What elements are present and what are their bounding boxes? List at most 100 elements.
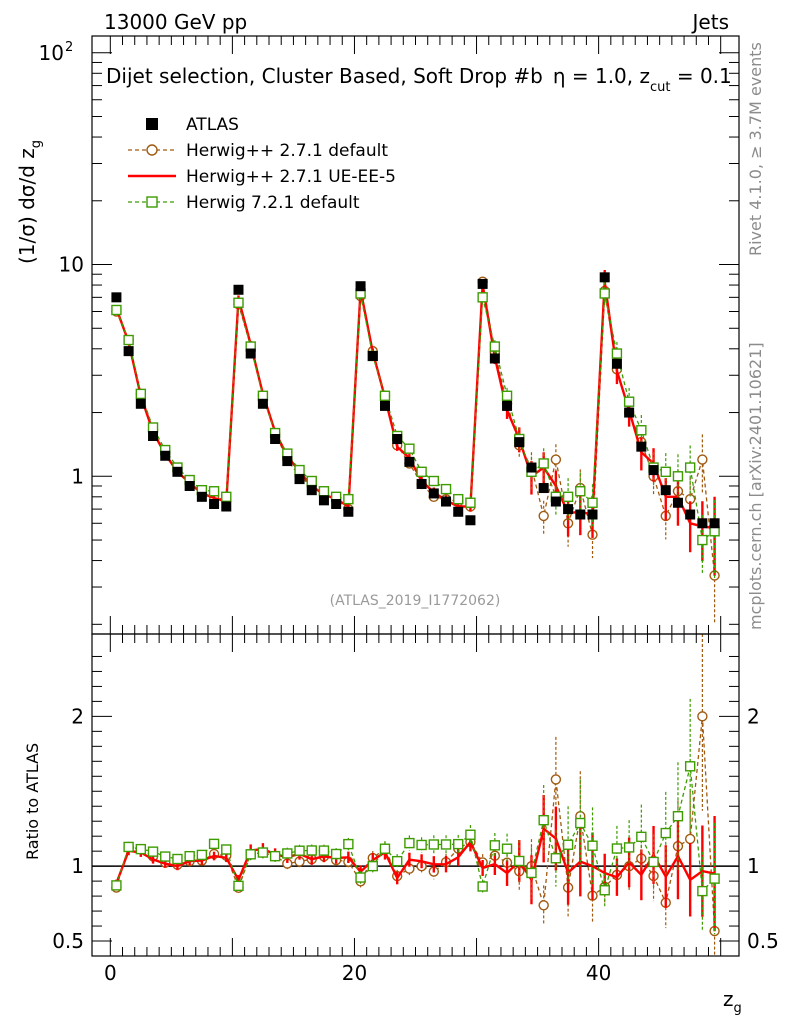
series-point-square (477, 292, 488, 303)
series-point-square (318, 486, 330, 497)
ratio-point-square (599, 885, 610, 896)
atlas-data-point (270, 434, 281, 445)
ratio-point-square (147, 846, 159, 857)
atlas-data-point (563, 504, 574, 515)
ratio-point-square (196, 849, 208, 861)
ratio-tick-label-right: 1 (747, 854, 760, 878)
atlas-data-point (477, 278, 488, 289)
ratio-point-square (172, 853, 183, 865)
series-point-square (294, 464, 305, 476)
ratio-frame (91, 633, 740, 957)
atlas-data-point (685, 509, 696, 520)
series-point-square (697, 534, 708, 546)
y-tick-label-exp: 10 (39, 41, 64, 65)
atlas-data-point (575, 509, 586, 520)
atlas-data-point (428, 488, 439, 499)
series-point-square (562, 491, 574, 503)
series-point-square (611, 348, 623, 359)
ratio-point-square (636, 831, 647, 843)
atlas-data-point (111, 292, 122, 303)
series-point-square (672, 471, 684, 482)
series-point-circle (550, 454, 562, 465)
plot-title-eta: η = 1.0, z (553, 64, 650, 88)
ratio-panel: 0 20 40 0.5 0.5 1 1 2 2 (52, 634, 779, 985)
series-point-square (147, 422, 159, 433)
atlas-data-point (392, 434, 403, 445)
atlas-data-point (636, 441, 647, 452)
legend-label: ATLAS (186, 115, 239, 135)
atlas-data-point (416, 478, 427, 489)
ratio-point-square (318, 845, 330, 856)
series-point-square (623, 396, 635, 407)
atlas-data-point (624, 407, 635, 418)
atlas-data-point (318, 495, 329, 506)
atlas-data-point (221, 501, 232, 512)
series-point-square (489, 341, 501, 352)
ratio-point-square (245, 849, 256, 860)
plot-title-end: = 0.1 (670, 64, 731, 88)
atlas-data-point (123, 346, 134, 357)
series-point-square (306, 475, 317, 487)
atlas-data-point (209, 498, 220, 509)
series-point-square (404, 443, 415, 454)
ratio-point-square (184, 850, 195, 862)
ratio-point-square (306, 845, 317, 856)
series-point-square (636, 425, 647, 436)
atlas-data-point (611, 358, 622, 369)
energy-label: 13000 GeV pp (104, 10, 247, 34)
ratio-point-square (221, 844, 232, 855)
atlas-data-point (550, 496, 561, 507)
ratio-point-square (123, 841, 134, 853)
ratio-point-square (526, 867, 537, 879)
atlas-data-point (306, 485, 317, 496)
ratio-point-square (465, 829, 476, 840)
y-tick-label-exp-power: 2 (65, 40, 73, 55)
series-point-square (660, 466, 671, 478)
ratio-point-square (391, 855, 403, 867)
series-point-square (465, 497, 476, 508)
atlas-data-point (599, 272, 610, 283)
legend-label: Herwig 7.2.1 default (186, 193, 360, 213)
ratio-tick-label-left: 2 (71, 704, 84, 728)
atlas-data-point (257, 398, 268, 409)
atlas-data-point (282, 456, 293, 467)
series-point-circle (697, 454, 708, 465)
series-point-square (343, 493, 354, 505)
legend-marker-atlas (146, 118, 158, 130)
y-tick-label: 10 (59, 253, 84, 277)
atlas-data-point (502, 400, 513, 411)
atlas-data-point (172, 466, 183, 477)
atlas-data-point (672, 497, 683, 508)
atlas-data-point (245, 348, 256, 359)
rivet-version-label: Rivet 4.1.0, ≥ 3.7M events (746, 42, 765, 256)
atlas-data-point (196, 491, 207, 502)
series-point-square (440, 483, 452, 495)
ratio-point-circle (684, 833, 696, 845)
ratio-point-square (233, 880, 244, 892)
x-tick-label: 0 (104, 961, 117, 985)
legend: ATLAS Herwig++ 2.7.1 default Herwig++ 2.7.… (128, 115, 396, 213)
ratio-point-square (257, 847, 269, 858)
plot-title: Dijet selection, Cluster Based, Soft Dro… (106, 64, 732, 95)
series-point-square (123, 334, 134, 346)
legend-label: Herwig++ 2.7.1 default (186, 141, 388, 161)
ratio-point-square (294, 845, 305, 856)
atlas-data-point (453, 506, 464, 517)
ratio-point-square (489, 840, 501, 851)
series-point-square (111, 304, 122, 316)
ratio-point-square (501, 843, 513, 854)
y-axis-label: (1/σ) dσ/d zg (15, 140, 44, 264)
series-point-square (428, 475, 440, 487)
x-tick-label: 20 (342, 961, 367, 985)
atlas-data-point (514, 437, 525, 448)
series-point-square (233, 297, 244, 308)
x-axis-label-main: z (723, 987, 734, 1011)
legend-label: Herwig++ 2.7.1 UE-EE-5 (186, 167, 396, 187)
ratio-point-square (660, 827, 671, 839)
ratio-point-square (477, 881, 488, 892)
ratio-point-square (343, 838, 354, 850)
ratio-axis-label: Ratio to ATLAS (23, 743, 42, 860)
series-point-square (135, 388, 147, 400)
ratio-point-square (587, 840, 598, 851)
